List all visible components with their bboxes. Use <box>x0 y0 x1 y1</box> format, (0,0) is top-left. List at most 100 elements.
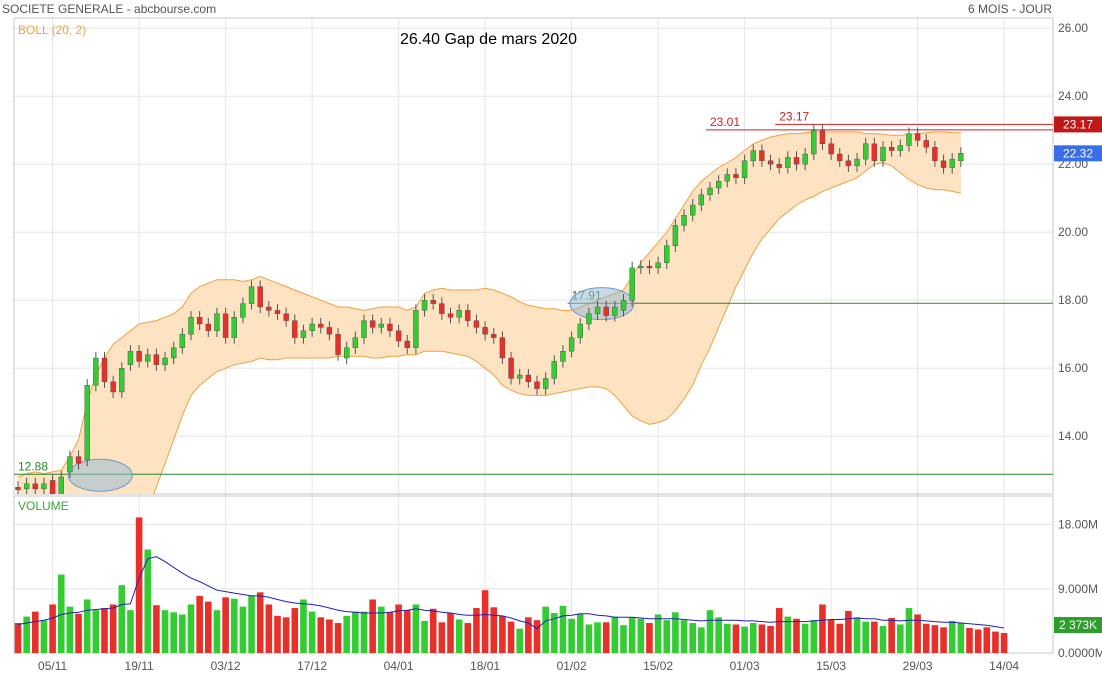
volume-tick-label: 9.000M <box>1058 582 1098 596</box>
candle-body <box>344 347 350 359</box>
candle-body <box>767 160 774 165</box>
candlesticks <box>15 124 964 494</box>
volume-bar <box>490 607 498 653</box>
volume-bar <box>758 624 766 653</box>
date-tick-label: 19/11 <box>125 659 154 673</box>
price-tick-label: 20.00 <box>1058 225 1088 239</box>
volume-bar <box>438 622 446 653</box>
candle-body <box>940 160 947 168</box>
candle-body <box>655 262 661 269</box>
volume-bar <box>256 592 264 653</box>
date-tick-label: 01/02 <box>557 659 587 673</box>
volume-bar <box>49 604 56 653</box>
volume-bar <box>775 608 783 653</box>
candle-body <box>110 381 116 393</box>
volume-bar <box>40 620 48 653</box>
volume-bar <box>429 608 437 653</box>
candle-body <box>387 323 393 331</box>
candle-body <box>802 153 808 165</box>
candle-body <box>698 194 705 206</box>
candle-body <box>620 300 627 311</box>
date-tick-label: 14/04 <box>989 659 1019 673</box>
candle-body <box>257 286 263 308</box>
volume-bar <box>914 614 921 653</box>
candle-body <box>586 313 592 325</box>
last-volume-box: 2 373K <box>1054 617 1102 634</box>
candle-body <box>594 306 601 314</box>
volume-bar <box>741 626 748 653</box>
volume-bar <box>957 623 965 653</box>
volume-bar <box>594 622 601 653</box>
volume-bar <box>983 627 991 653</box>
volume-bar <box>395 604 402 653</box>
volume-bar <box>127 610 134 653</box>
volume-bar <box>118 585 126 653</box>
candle-body <box>361 320 367 338</box>
volume-bar <box>628 617 636 653</box>
candle-body <box>681 214 687 226</box>
candle-body <box>179 334 186 349</box>
candle-body <box>906 133 912 146</box>
volume-bar <box>706 610 714 653</box>
candle-body <box>67 456 73 473</box>
volume-bar <box>403 610 411 653</box>
candle-body <box>465 310 471 321</box>
volume-bar <box>144 549 152 653</box>
candle-body <box>318 323 324 328</box>
candle-body <box>101 357 108 382</box>
volume-bar <box>274 615 281 653</box>
date-tick-label: 29/03 <box>903 659 933 673</box>
price-tick-label: 24.00 <box>1058 89 1088 103</box>
volume-bar <box>793 618 800 653</box>
candle-body <box>378 323 384 328</box>
volume-bar <box>499 615 506 653</box>
volume-bar <box>239 606 247 653</box>
volume-bar <box>57 574 65 653</box>
volume-bar <box>308 611 316 653</box>
volume-bar <box>620 625 627 653</box>
candle-body <box>560 351 566 362</box>
last-price-box: 22.32 <box>1054 145 1102 162</box>
candle-body <box>413 310 419 348</box>
volume-bar <box>948 620 956 653</box>
volume-bar <box>23 616 30 653</box>
bollinger-lower-line <box>152 161 961 494</box>
candle-body <box>196 317 203 325</box>
candle-body <box>231 317 237 338</box>
volume-bar <box>170 612 177 653</box>
price-tick-label: 18.00 <box>1058 293 1088 307</box>
candle-body <box>508 357 514 379</box>
volume-bar <box>447 613 454 653</box>
last-price-text: 22.32 <box>1063 146 1093 160</box>
volume-bar <box>680 620 688 653</box>
candle-body <box>326 327 333 335</box>
candle-body <box>170 347 177 359</box>
volume-bar <box>853 617 861 653</box>
volume-bar <box>352 611 359 653</box>
date-tick-label: 15/02 <box>643 659 673 673</box>
candle-body <box>352 337 359 349</box>
candle-body <box>897 145 903 151</box>
candle-body <box>430 300 436 304</box>
volume-bar <box>222 597 229 653</box>
candle-body <box>871 143 878 162</box>
highlight-circle <box>67 458 133 492</box>
volume-bar <box>135 517 143 653</box>
volume-bar <box>533 620 541 653</box>
candle-body <box>491 334 497 338</box>
candle-body <box>525 374 532 383</box>
volume-bar <box>334 623 342 653</box>
candle-body <box>23 483 30 490</box>
volume-bar <box>749 623 757 653</box>
volume-bar <box>464 623 472 653</box>
volume-panel-frame <box>13 495 1054 654</box>
candle-body <box>845 160 852 167</box>
volume-bar <box>101 608 108 653</box>
price-panel-frame <box>13 17 1054 495</box>
volume-bar <box>819 604 826 653</box>
candle-body <box>456 310 462 318</box>
volume-bar <box>92 610 100 653</box>
volume-bar <box>992 631 999 653</box>
date-tick-label: 01/03 <box>730 659 760 673</box>
